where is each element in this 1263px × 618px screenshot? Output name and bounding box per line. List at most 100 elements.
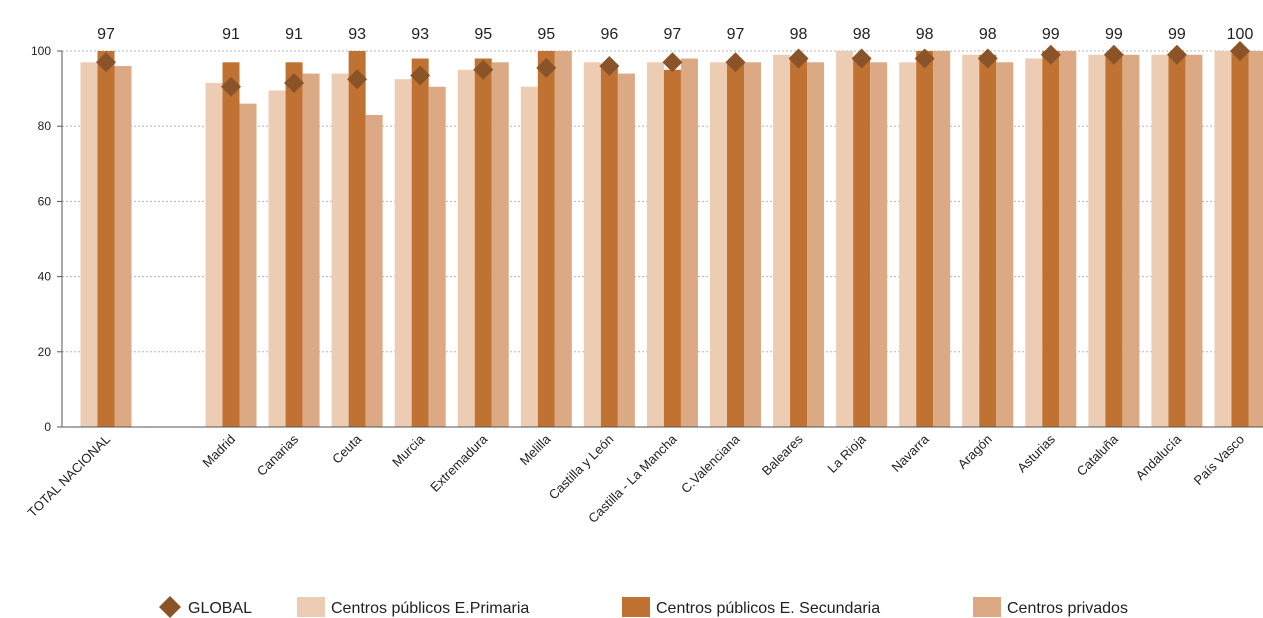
data-label: 95 <box>474 26 492 43</box>
y-tick-label: 60 <box>38 194 52 208</box>
x-category-label: Baleares <box>759 431 806 478</box>
data-label: 97 <box>664 26 682 43</box>
bar <box>114 66 132 427</box>
x-category-label: Navarra <box>888 431 932 475</box>
data-label: 98 <box>853 26 871 43</box>
bars <box>80 51 1263 428</box>
bar <box>1168 54 1186 427</box>
bar <box>600 66 618 427</box>
data-label: 91 <box>222 26 240 43</box>
bar <box>285 62 303 427</box>
global-marker <box>536 57 557 78</box>
data-label: 99 <box>1168 26 1186 43</box>
bar <box>302 73 320 427</box>
y-tick-label: 100 <box>31 44 51 58</box>
x-category-label: Melilla <box>517 431 554 468</box>
bar <box>617 73 635 427</box>
legend-swatch <box>297 597 325 617</box>
data-label: 93 <box>411 26 429 43</box>
bar <box>554 51 572 427</box>
y-tick-label: 80 <box>38 119 52 133</box>
global-marker <box>851 48 872 69</box>
x-category-label: C.Valenciana <box>678 431 743 496</box>
global-marker <box>410 65 431 86</box>
bar <box>331 73 349 427</box>
axes: 0 20 40 60 80 100 <box>31 44 1263 434</box>
bar <box>428 86 446 427</box>
global-markers <box>96 41 1250 97</box>
bar <box>996 62 1014 427</box>
legend-label: Centros privados <box>1007 600 1128 617</box>
y-tick-label: 40 <box>38 270 52 284</box>
legend-label: Centros públicos E. Secundaria <box>656 600 880 617</box>
x-category-label: Extremadura <box>427 431 491 495</box>
bar <box>1185 54 1203 427</box>
bar <box>1214 51 1232 427</box>
global-marker <box>977 48 998 69</box>
bar <box>836 51 854 427</box>
bar <box>1088 54 1106 427</box>
legend-swatch <box>622 597 650 617</box>
y-tick-label: 20 <box>38 345 52 359</box>
global-marker <box>662 52 683 73</box>
y-tick-label: 0 <box>44 420 51 434</box>
bar <box>205 82 223 428</box>
bar <box>537 51 555 427</box>
data-label: 97 <box>97 26 115 43</box>
data-label: 96 <box>600 26 618 43</box>
global-marker <box>96 52 116 73</box>
bar <box>680 58 698 428</box>
bar <box>790 58 808 428</box>
bar <box>1122 54 1140 427</box>
bar <box>1025 58 1043 428</box>
bar <box>853 58 871 428</box>
bar <box>1231 51 1249 427</box>
data-label: 91 <box>285 26 303 43</box>
data-label: 93 <box>348 26 366 43</box>
legend-swatch-global <box>159 596 181 618</box>
x-category-label: Murcia <box>389 431 428 470</box>
bar <box>870 62 888 427</box>
bar <box>474 58 492 428</box>
bar <box>663 69 681 428</box>
bar <box>1042 51 1060 427</box>
global-marker <box>1040 44 1061 65</box>
global-marker <box>473 59 494 80</box>
bar <box>962 54 980 427</box>
bar <box>979 54 997 427</box>
global-marker <box>914 48 935 69</box>
bar <box>727 62 744 427</box>
bar <box>222 62 240 427</box>
global-marker <box>221 76 241 97</box>
global-marker <box>347 69 368 90</box>
global-marker <box>788 48 809 69</box>
bar <box>491 62 509 427</box>
legend-label: GLOBAL <box>188 600 252 617</box>
bar <box>916 51 934 427</box>
x-category-label: Cataluña <box>1074 431 1122 479</box>
bar <box>1105 54 1123 427</box>
data-label: 95 <box>537 26 555 43</box>
bar <box>348 51 366 427</box>
x-category-label: Castilla y León <box>546 432 617 503</box>
x-category-label: TOTAL NACIONAL <box>25 432 114 521</box>
bar <box>1151 54 1169 427</box>
data-label: 97 <box>727 26 745 43</box>
legend-label: Centros públicos E.Primaria <box>331 600 529 617</box>
bar <box>744 62 761 427</box>
global-marker <box>1230 41 1250 61</box>
global-marker <box>599 56 620 77</box>
legend: GLOBAL Centros públicos E.Primaria Centros… <box>159 596 1128 618</box>
x-category-label: Aragón <box>955 432 995 472</box>
bar <box>899 62 917 427</box>
bar <box>1059 51 1077 427</box>
bar <box>807 62 825 427</box>
bar <box>1248 51 1263 427</box>
data-label: 98 <box>790 26 808 43</box>
bar <box>394 79 412 427</box>
data-label: 99 <box>1105 26 1123 43</box>
global-marker <box>1166 44 1187 65</box>
bar <box>411 58 429 428</box>
